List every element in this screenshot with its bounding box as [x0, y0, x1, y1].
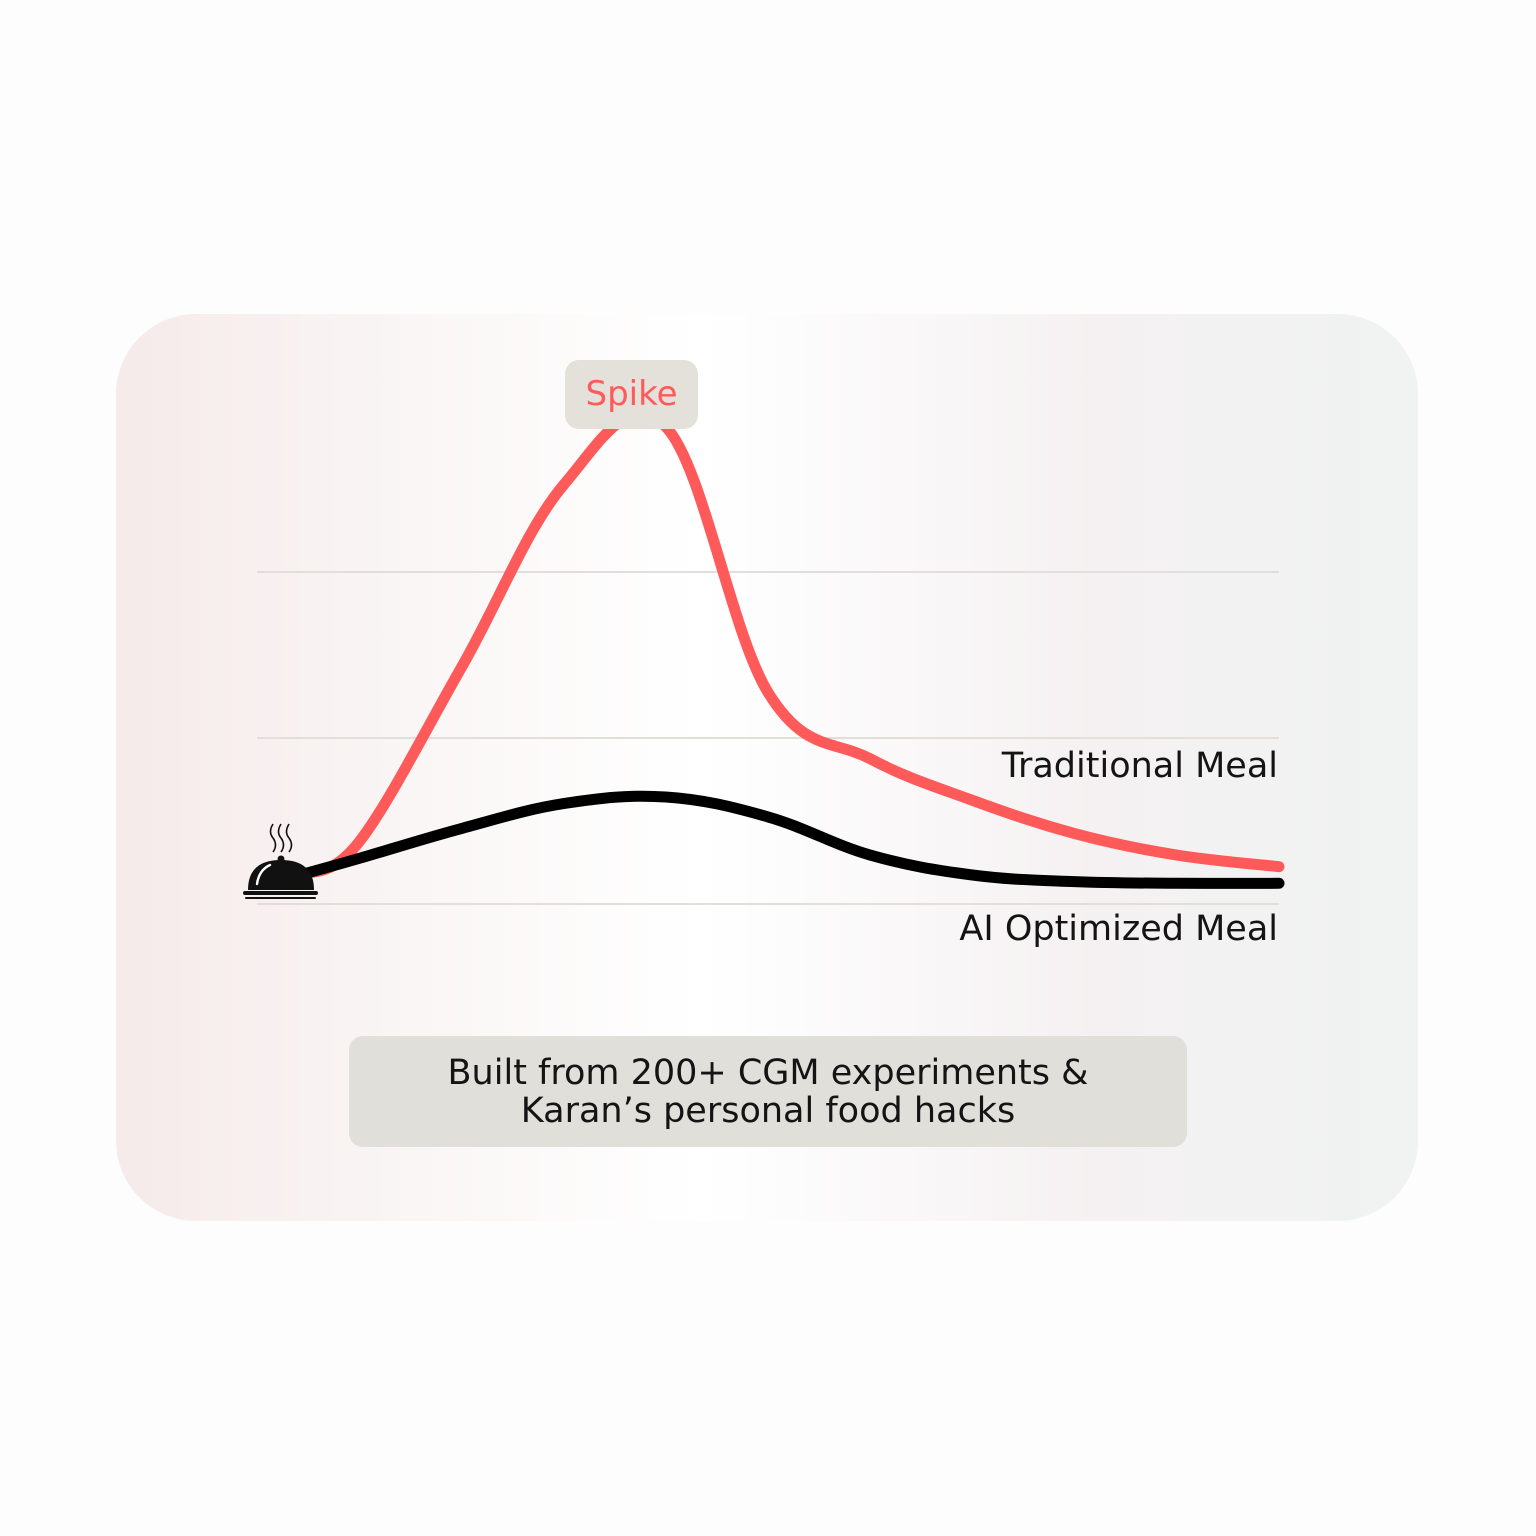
- series-line-traditional-meal: [294, 408, 1285, 881]
- caption-line-2: Karan’s personal food hacks: [520, 1090, 1016, 1131]
- spike-badge: Spike: [565, 360, 698, 429]
- caption-line-1: Built from 200+ CGM experiments &: [447, 1052, 1089, 1093]
- caption-box: Built from 200+ CGM experiments & Karan’…: [349, 1036, 1187, 1147]
- series-line-ai-optimized-meal: [294, 790, 1285, 889]
- traditional-meal-label: Traditional Meal: [1001, 746, 1278, 786]
- serving-cloche-icon: [243, 823, 318, 899]
- ai-optimized-meal-label: AI Optimized Meal: [959, 909, 1278, 949]
